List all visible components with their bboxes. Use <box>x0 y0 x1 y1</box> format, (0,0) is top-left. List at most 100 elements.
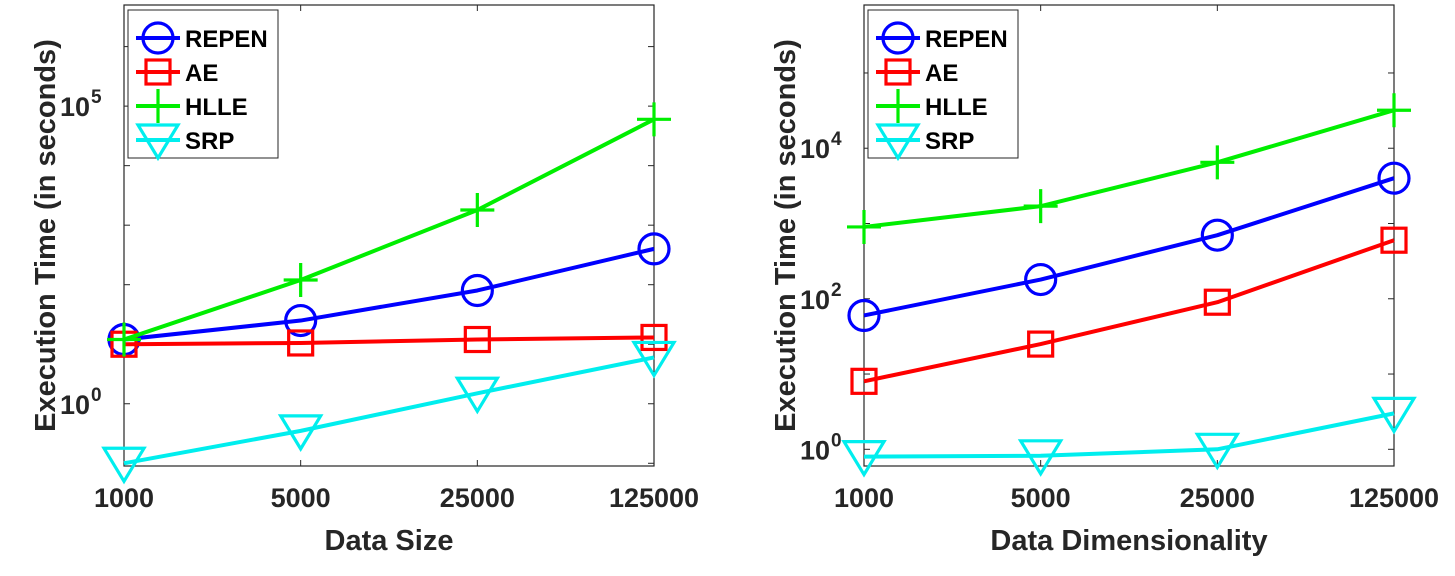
series-line <box>123 246 655 342</box>
series-line <box>863 411 1395 459</box>
legend-entry-srp: SRP <box>875 123 974 162</box>
data-point <box>631 340 677 379</box>
x-tick-label: 5000 <box>271 483 331 513</box>
y-tick-exponent: 0 <box>91 385 102 406</box>
legend-label: AE <box>925 60 958 87</box>
x-axis-ticks <box>863 5 1395 466</box>
y-tick-label: 10 <box>800 285 830 315</box>
data-point <box>1377 93 1411 128</box>
legend-marker <box>881 21 915 55</box>
data-point <box>1200 218 1234 252</box>
data-point <box>841 439 887 478</box>
y-tick-exponent: 2 <box>831 280 842 301</box>
data-point <box>460 273 494 308</box>
data-point <box>640 323 668 352</box>
y-tick-label: 10 <box>800 435 830 465</box>
y-tick-exponent: 0 <box>831 430 842 451</box>
legend-marker <box>141 21 175 55</box>
data-point <box>850 367 878 395</box>
legend: REPEN AE HLLE SRP <box>867 9 1019 162</box>
x-axis-ticks <box>123 5 655 466</box>
legend-marker <box>144 58 172 86</box>
data-point <box>284 303 318 338</box>
x-axis-label: Data Size <box>325 525 454 557</box>
data-point <box>847 298 881 333</box>
data-point <box>107 322 141 357</box>
data-point <box>463 325 491 354</box>
legend: REPEN AE HLLE SRP <box>127 9 279 162</box>
legend-entry-ae: AE <box>136 58 218 87</box>
legend-entry-srp: SRP <box>135 123 234 162</box>
data-point <box>277 414 324 452</box>
series-hlle <box>107 102 671 357</box>
legend-entry-repen: REPEN <box>876 21 1008 55</box>
x-tick-label: 1000 <box>94 483 154 513</box>
data-point <box>637 102 671 137</box>
data-point <box>1024 262 1058 297</box>
data-point <box>1200 145 1235 180</box>
x-tick-label: 5000 <box>1011 483 1071 513</box>
legend-label: SRP <box>925 128 974 155</box>
data-point <box>1377 161 1411 195</box>
x-axis-label: Data Dimensionality <box>990 525 1267 557</box>
series-line <box>863 108 1395 229</box>
x-tick-label: 1000 <box>834 483 894 513</box>
data-point <box>1027 330 1055 358</box>
y-axis-label: Execution Time (in seconds) <box>30 39 62 432</box>
x-tick-labels: 1000 5000 25000 125000 <box>834 483 1439 513</box>
series-line <box>123 335 655 347</box>
series-srp <box>101 340 677 485</box>
data-point <box>1371 396 1417 435</box>
series-line <box>123 355 655 466</box>
data-point <box>1194 432 1241 471</box>
legend-label: REPEN <box>185 26 268 53</box>
legend-label: REPEN <box>925 26 1008 53</box>
y-tick-labels: 10 010 5 <box>60 87 102 420</box>
series-srp <box>841 396 1417 478</box>
data-point <box>287 329 315 357</box>
y-tick-label: 10 <box>60 390 90 420</box>
series-ae <box>850 226 1408 395</box>
legend-entry-repen: REPEN <box>136 21 268 55</box>
series-line <box>123 117 655 342</box>
x-tick-label: 125000 <box>609 483 699 513</box>
x-tick-labels: 1000 5000 25000 125000 <box>94 483 699 513</box>
legend-marker <box>141 89 175 123</box>
series-repen <box>847 161 1411 333</box>
legend-entry-hlle: HLLE <box>136 89 248 123</box>
y-tick-exponent: 5 <box>91 87 102 108</box>
series-hlle <box>847 93 1411 244</box>
data-point <box>1023 189 1058 224</box>
data-point <box>637 232 671 266</box>
data-point <box>283 262 318 297</box>
data-point <box>1017 439 1064 477</box>
data-point <box>101 446 147 485</box>
series-line <box>863 238 1395 384</box>
legend-label: HLLE <box>925 94 988 121</box>
data-point <box>1380 226 1408 254</box>
legend-label: HLLE <box>185 94 248 121</box>
legend-marker <box>881 89 915 123</box>
x-tick-label: 125000 <box>1349 483 1439 513</box>
legend-entry-ae: AE <box>876 58 958 87</box>
legend-label: SRP <box>185 128 234 155</box>
y-tick-label: 10 <box>800 134 830 164</box>
legend-entry-hlle: HLLE <box>876 89 988 123</box>
data-point <box>847 209 881 244</box>
series-line <box>863 176 1395 318</box>
x-tick-label: 25000 <box>1180 483 1255 513</box>
data-point <box>460 192 495 227</box>
y-tick-label: 10 <box>60 92 90 122</box>
data-point <box>454 376 501 415</box>
y-tick-exponent: 4 <box>831 129 842 150</box>
data-point <box>1203 288 1231 316</box>
legend-label: AE <box>185 60 218 87</box>
legend-marker <box>875 123 921 162</box>
y-axis-label: Execution Time (in seconds) <box>770 39 802 432</box>
x-tick-label: 25000 <box>440 483 515 513</box>
legend-marker <box>884 58 912 86</box>
